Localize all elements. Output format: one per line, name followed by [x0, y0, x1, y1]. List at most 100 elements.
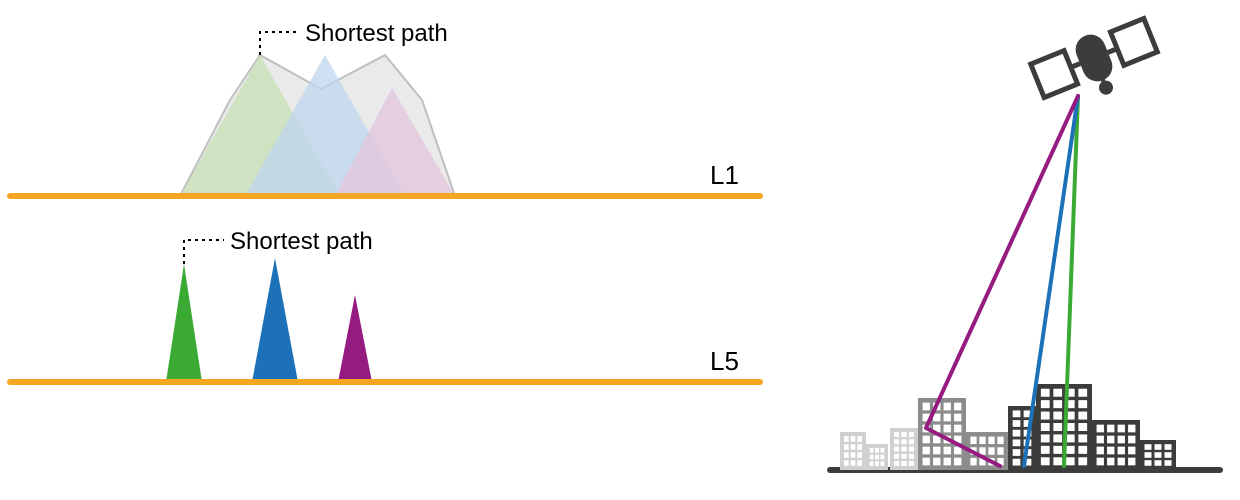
building-window	[1078, 446, 1087, 454]
l1-leader	[260, 32, 300, 55]
l5-peak-0	[166, 264, 202, 382]
building-window	[844, 460, 849, 466]
building-window	[870, 448, 874, 453]
building-window	[844, 436, 849, 442]
building-window	[933, 458, 940, 466]
building-window	[901, 432, 906, 437]
building-window	[909, 461, 914, 466]
l5-group	[10, 240, 760, 382]
building-window	[875, 455, 879, 460]
building-window	[894, 461, 899, 466]
building-window	[857, 452, 862, 458]
building-window	[1041, 400, 1050, 408]
building-window	[1053, 400, 1062, 408]
building-window	[1013, 410, 1021, 417]
building-window	[1066, 457, 1075, 465]
building-window	[894, 439, 899, 444]
building-window	[954, 403, 961, 411]
building-window	[944, 425, 951, 433]
building-window	[851, 460, 856, 466]
building-window	[901, 439, 906, 444]
building-window	[1107, 436, 1114, 444]
building-window	[988, 437, 994, 444]
building-window	[1165, 460, 1172, 466]
building-window	[1165, 452, 1172, 458]
building-window	[1107, 458, 1114, 466]
building-window	[875, 461, 879, 466]
building-window	[1041, 412, 1050, 420]
building-window	[1145, 444, 1152, 450]
l5-peak-1	[252, 258, 298, 382]
building-window	[1013, 459, 1021, 466]
building-window	[851, 452, 856, 458]
building-window	[933, 447, 940, 455]
building-window	[857, 460, 862, 466]
building-window	[1097, 436, 1104, 444]
building-window	[1041, 434, 1050, 442]
building-window	[1053, 457, 1062, 465]
building-window	[909, 454, 914, 459]
building-window	[1128, 425, 1135, 433]
buildings	[840, 384, 1176, 470]
building-window	[997, 437, 1003, 444]
building-window	[1013, 420, 1021, 427]
l5-band-label: L5	[710, 346, 739, 377]
building-window	[970, 437, 976, 444]
l5-leader	[184, 240, 224, 264]
building-window	[1155, 460, 1162, 466]
building-window	[923, 447, 930, 455]
l1-callout: Shortest path	[305, 20, 448, 48]
building-window	[901, 446, 906, 451]
building-window	[894, 446, 899, 451]
building-window	[1041, 457, 1050, 465]
building-window	[1053, 412, 1062, 420]
building-window	[1118, 436, 1125, 444]
building-window	[1053, 423, 1062, 431]
building-window	[901, 454, 906, 459]
building-window	[894, 432, 899, 437]
building-window	[1118, 425, 1125, 433]
building-window	[1041, 389, 1050, 397]
building-window	[1128, 436, 1135, 444]
building-window	[844, 444, 849, 450]
building-window	[1078, 400, 1087, 408]
building-window	[1165, 444, 1172, 450]
building-window	[1155, 452, 1162, 458]
building-window	[1041, 423, 1050, 431]
building-window	[1155, 444, 1162, 450]
building-window	[1078, 389, 1087, 397]
right-panel	[830, 13, 1220, 470]
building-window	[1128, 458, 1135, 466]
building-window	[1013, 430, 1021, 437]
building-window	[875, 448, 879, 453]
building-window	[909, 432, 914, 437]
building-window	[944, 447, 951, 455]
l5-callout: Shortest path	[230, 228, 373, 256]
building-window	[1053, 434, 1062, 442]
building-window	[1066, 446, 1075, 454]
building-window	[979, 447, 985, 454]
building-window	[1097, 425, 1104, 433]
building-window	[1013, 439, 1021, 446]
building-window	[909, 439, 914, 444]
building-window	[988, 447, 994, 454]
building-window	[857, 436, 862, 442]
satellite-icon	[1028, 13, 1165, 117]
building-window	[870, 455, 874, 460]
building-window	[844, 452, 849, 458]
building-window	[894, 454, 899, 459]
building-window	[851, 436, 856, 442]
building-window	[1118, 447, 1125, 455]
building-window	[880, 455, 884, 460]
building-window	[954, 414, 961, 422]
building-window	[1097, 458, 1104, 466]
building-window	[1145, 460, 1152, 466]
building-window	[944, 458, 951, 466]
l1-group	[10, 32, 760, 196]
building-window	[851, 444, 856, 450]
building-window	[1118, 458, 1125, 466]
building-window	[944, 403, 951, 411]
building-window	[1107, 425, 1114, 433]
building-window	[1078, 457, 1087, 465]
l1-band-label: L1	[710, 160, 739, 191]
